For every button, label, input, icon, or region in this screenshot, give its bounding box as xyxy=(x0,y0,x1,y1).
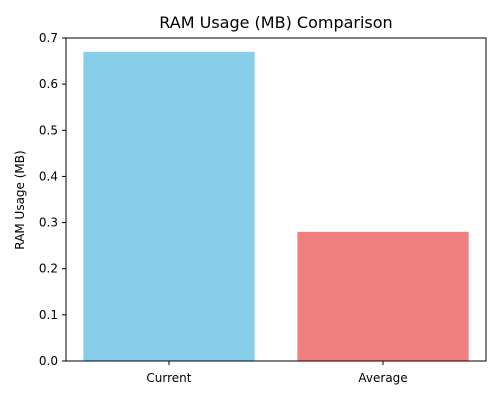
y-tick-label: 0.7 xyxy=(39,31,58,45)
y-tick-label: 0.0 xyxy=(39,354,58,368)
y-tick-label: 0.4 xyxy=(39,169,58,183)
bar-average xyxy=(297,231,469,361)
y-axis-ticks: 0.0 0.1 0.2 0.3 0.4 0.5 0.6 0.7 xyxy=(39,31,66,368)
bars-group xyxy=(83,51,469,361)
chart-title: RAM Usage (MB) Comparison xyxy=(159,13,392,32)
y-tick-label: 0.1 xyxy=(39,308,58,322)
x-tick-label-current: Current xyxy=(146,371,191,385)
y-tick-label: 0.2 xyxy=(39,262,58,276)
y-tick-label: 0.6 xyxy=(39,77,58,91)
y-axis-label: RAM Usage (MB) xyxy=(13,150,27,249)
y-tick-label: 0.3 xyxy=(39,216,58,230)
x-axis-ticks: Current Average xyxy=(146,361,408,385)
y-tick-label: 0.5 xyxy=(39,123,58,137)
bar-current xyxy=(83,51,255,361)
x-tick-label-average: Average xyxy=(358,371,407,385)
plot-area-frame xyxy=(65,37,487,362)
